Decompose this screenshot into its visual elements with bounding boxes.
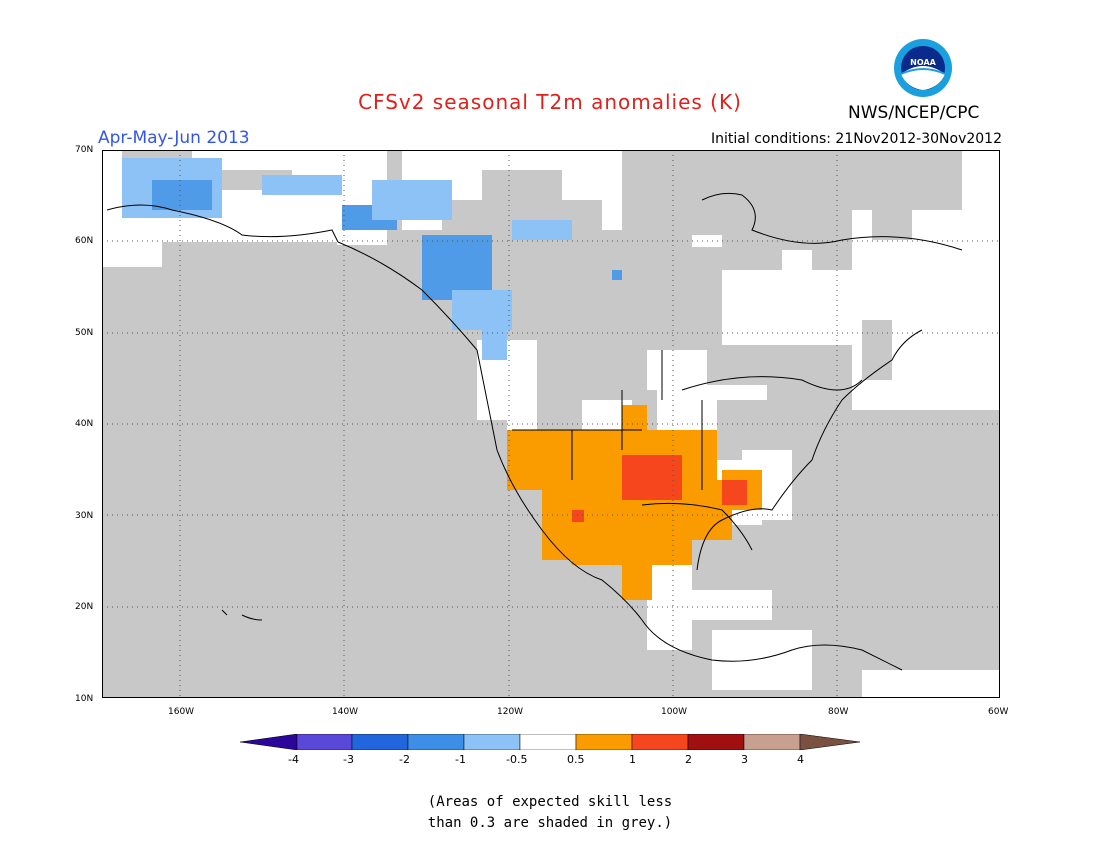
positive-anomaly-areas (507, 405, 762, 600)
anomaly-map (102, 150, 1000, 761)
noaa-logo-text: NOAA (910, 58, 936, 67)
forecast-period: Apr-May-Jun 2013 (98, 128, 250, 148)
colorbar-segment-5 (519, 733, 577, 751)
lat-label-30N: 30N (75, 511, 94, 521)
footnote-line-2: than 0.3 are shaded in grey.) (427, 815, 673, 831)
footnote-line-1: (Areas of expected skill less (427, 794, 673, 810)
colorbar-segment-3 (407, 733, 465, 751)
map-frame (102, 150, 1000, 698)
lat-label-40N: 40N (75, 419, 94, 429)
colorbar-label-2: 2 (685, 753, 692, 766)
colorbar-segment-0 (239, 733, 298, 751)
lon-label-60W: 60W (988, 707, 1009, 717)
chart-title: CFSv2 seasonal T2m anomalies (K) (358, 90, 742, 114)
colorbar-label-05: 0.5 (567, 753, 585, 766)
colorbar-segment-6 (575, 733, 633, 751)
lon-label-140W: 140W (332, 707, 359, 717)
colorbar-segment-8 (687, 733, 745, 751)
colorbar-segment-10 (799, 733, 861, 751)
colorbar-segment-9 (743, 733, 801, 751)
colorbar-segment-7 (631, 733, 689, 751)
lat-label-20N: 20N (75, 602, 94, 612)
lon-label-160W: 160W (168, 707, 195, 717)
colorbar-label-neg1: -1 (455, 753, 466, 766)
colorbar-segment-2 (351, 733, 409, 751)
negative-anomaly-areas (122, 158, 622, 360)
colorbar-label-neg2: -2 (399, 753, 410, 766)
lat-label-60N: 60N (75, 236, 94, 246)
colorbar-segment-4 (463, 733, 521, 751)
lat-label-70N: 70N (75, 145, 94, 155)
lon-label-100W: 100W (661, 707, 688, 717)
colorbar-label-3: 3 (741, 753, 748, 766)
coastlines (106, 192, 963, 761)
initial-conditions: Initial conditions: 21Nov2012-30Nov2012 (711, 131, 1002, 147)
colorbar-label-neg3: -3 (343, 753, 354, 766)
lat-label-10N: 10N (75, 694, 94, 704)
noaa-logo: NOAA (893, 38, 953, 98)
colorbar-label-neg4: -4 (288, 753, 299, 766)
colorbar-label-1: 1 (629, 753, 636, 766)
footnote: (Areas of expected skill less than 0.3 a… (0, 792, 1100, 834)
colorbar-label-4: 4 (797, 753, 804, 766)
lon-label-80W: 80W (828, 707, 849, 717)
agency-label: NWS/NCEP/CPC (848, 103, 980, 123)
colorbar (239, 733, 862, 751)
colorbar-label-neg05: -0.5 (506, 753, 528, 766)
lon-label-120W: 120W (497, 707, 524, 717)
colorbar-segment-1 (296, 733, 353, 751)
lat-label-50N: 50N (75, 328, 94, 338)
